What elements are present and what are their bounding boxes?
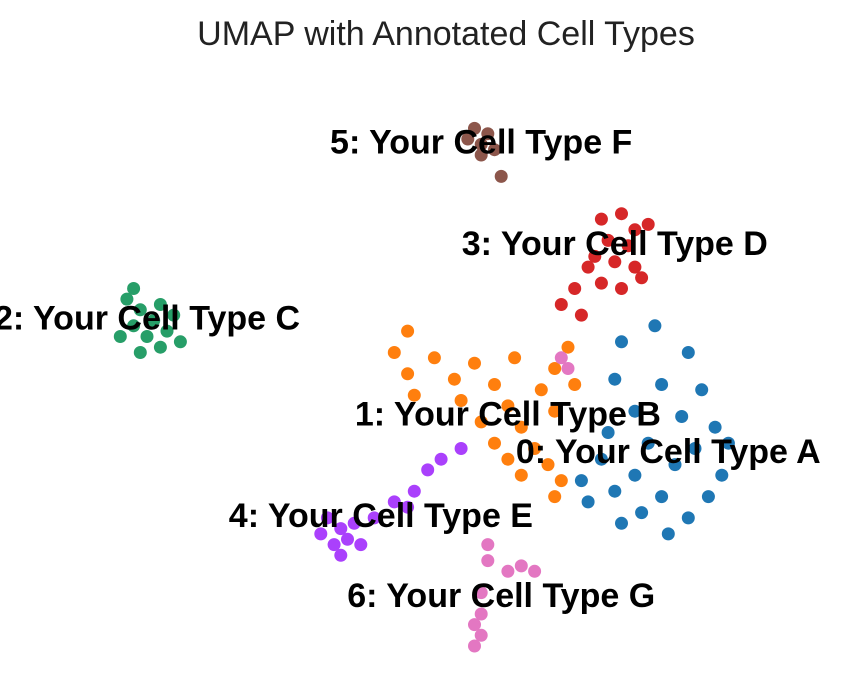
scatter-point-cluster-0 [695, 383, 708, 396]
scatter-point-cluster-4 [354, 538, 367, 551]
scatter-point-cluster-1 [388, 346, 401, 359]
scatter-point-cluster-4 [328, 538, 341, 551]
chart-title: UMAP with Annotated Cell Types [197, 15, 695, 53]
scatter-point-cluster-1 [508, 351, 521, 364]
scatter-point-cluster-0 [608, 373, 621, 386]
scatter-point-cluster-0 [575, 474, 588, 487]
scatter-point-cluster-0 [582, 495, 595, 508]
scatter-point-cluster-1 [555, 474, 568, 487]
cluster-label-3: 3: Your Cell Type D [462, 225, 768, 263]
scatter-point-cluster-6 [528, 565, 541, 578]
scatter-point-cluster-6 [475, 629, 488, 642]
scatter-point-cluster-3 [568, 282, 581, 295]
scatter-point-cluster-1 [488, 437, 501, 450]
scatter-point-cluster-6 [481, 554, 494, 567]
scatter-point-cluster-4 [421, 463, 434, 476]
scatter-point-cluster-1 [468, 357, 481, 370]
scatter-point-cluster-6 [468, 640, 481, 653]
scatter-point-cluster-6 [515, 559, 528, 572]
scatter-point-cluster-2 [127, 282, 140, 295]
scatter-point-cluster-0 [635, 506, 648, 519]
cluster-label-2: 2: Your Cell Type C [0, 299, 300, 337]
points-layer [114, 122, 735, 653]
cluster-label-5: 5: Your Cell Type F [330, 123, 632, 161]
scatter-point-cluster-4 [435, 453, 448, 466]
scatter-point-cluster-3 [615, 207, 628, 220]
scatter-point-cluster-5 [495, 170, 508, 183]
scatter-point-cluster-4 [334, 549, 347, 562]
scatter-point-cluster-0 [682, 511, 695, 524]
scatter-point-cluster-3 [595, 213, 608, 226]
cluster-label-0: 0: Your Cell Type A [516, 433, 821, 471]
scatter-point-cluster-1 [401, 367, 414, 380]
scatter-point-cluster-1 [488, 378, 501, 391]
scatter-point-cluster-1 [548, 490, 561, 503]
scatter-point-cluster-0 [675, 410, 688, 423]
scatter-point-cluster-0 [615, 517, 628, 530]
scatter-point-cluster-1 [401, 325, 414, 338]
scatter-point-cluster-0 [655, 490, 668, 503]
scatter-point-cluster-0 [655, 378, 668, 391]
scatter-point-cluster-0 [702, 490, 715, 503]
scatter-point-cluster-0 [615, 335, 628, 348]
scatter-point-cluster-6 [555, 351, 568, 364]
scatter-point-cluster-4 [455, 442, 468, 455]
cluster-label-1: 1: Your Cell Type B [355, 395, 661, 433]
scatter-point-cluster-2 [154, 341, 167, 354]
scatter-point-cluster-1 [428, 351, 441, 364]
scatter-point-cluster-3 [595, 277, 608, 290]
scatter-point-cluster-1 [535, 383, 548, 396]
cluster-label-4: 4: Your Cell Type E [229, 497, 533, 535]
scatter-point-cluster-3 [555, 298, 568, 311]
scatter-point-cluster-0 [608, 485, 621, 498]
cluster-label-6: 6: Your Cell Type G [347, 577, 655, 615]
scatter-point-cluster-1 [448, 373, 461, 386]
scatter-point-cluster-1 [568, 378, 581, 391]
scatter-point-cluster-2 [134, 346, 147, 359]
scatter-point-cluster-0 [648, 319, 661, 332]
scatter-point-cluster-0 [682, 346, 695, 359]
scatter-point-cluster-3 [575, 309, 588, 322]
scatter-point-cluster-6 [481, 538, 494, 551]
scatter-point-cluster-4 [408, 485, 421, 498]
scatter-point-cluster-6 [468, 618, 481, 631]
scatter-point-cluster-0 [709, 421, 722, 434]
scatter-point-cluster-6 [501, 565, 514, 578]
scatter-point-cluster-6 [562, 362, 575, 375]
scatter-point-cluster-0 [662, 527, 675, 540]
scatter-point-cluster-1 [501, 453, 514, 466]
scatter-point-cluster-3 [615, 282, 628, 295]
scatter-point-cluster-3 [635, 271, 648, 284]
